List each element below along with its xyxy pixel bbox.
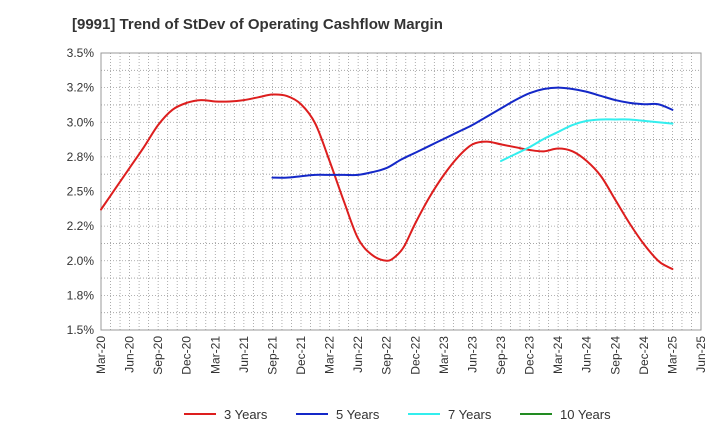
x-tick-label: Sep-22 (380, 336, 394, 375)
legend-label-5-years: 5 Years (336, 407, 380, 422)
x-tick-label: Jun-24 (580, 336, 594, 373)
x-tick-label: Dec-22 (408, 336, 422, 375)
y-tick-label: 1.8% (67, 288, 95, 302)
y-tick-label: 2.8% (67, 150, 95, 164)
legend: 3 Years 5 Years 7 Years 10 Years (184, 407, 611, 422)
x-tick-label: Mar-25 (665, 336, 679, 374)
x-axis: Mar-20 Jun-20 Sep-20 Dec-20 Mar-21 Jun-21 Sep-… (94, 336, 708, 375)
y-tick-label: 2.0% (67, 254, 95, 268)
x-tick-label: Sep-23 (494, 336, 508, 375)
x-tick-label: Mar-23 (437, 336, 451, 374)
x-tick-label: Jun-25 (694, 336, 708, 373)
y-tick-label: 3.5% (67, 46, 95, 60)
legend-label-10-years: 10 Years (560, 407, 611, 422)
x-tick-label: Sep-20 (151, 336, 165, 375)
x-tick-label: Jun-23 (465, 336, 479, 373)
x-tick-label: Mar-20 (94, 336, 108, 374)
series-line-7-years (500, 118, 674, 163)
y-tick-label: 2.2% (67, 219, 95, 233)
x-tick-label: Jun-21 (237, 336, 251, 373)
y-axis: 1.5% 1.8% 2.0% 2.2% 2.5% 2.8% 3.0% 3.2% 3.5% (67, 46, 95, 337)
plot-border (100, 52, 702, 331)
y-tick-label: 2.5% (67, 185, 95, 199)
legend-label-3-years: 3 Years (224, 407, 268, 422)
y-tick-label: 3.0% (67, 115, 95, 129)
y-tick-label: 1.5% (67, 323, 95, 337)
x-tick-label: Mar-21 (208, 336, 222, 374)
x-tick-label: Dec-24 (637, 336, 651, 375)
chart-title: [9991] Trend of StDev of Operating Cashf… (72, 16, 443, 33)
x-tick-label: Dec-21 (294, 336, 308, 375)
x-tick-label: Mar-22 (323, 336, 337, 374)
series-line-3-years (100, 93, 674, 271)
x-tick-label: Sep-21 (265, 336, 279, 375)
x-tick-label: Jun-22 (351, 336, 365, 373)
x-tick-label: Mar-24 (551, 336, 565, 374)
x-tick-label: Dec-20 (180, 336, 194, 375)
x-tick-label: Jun-20 (123, 336, 137, 373)
series-line-5-years (271, 86, 674, 179)
x-tick-label: Dec-23 (523, 336, 537, 375)
x-tick-label: Sep-24 (608, 336, 622, 375)
y-tick-label: 3.2% (67, 81, 95, 95)
grid (101, 53, 701, 330)
series-lines (100, 86, 674, 271)
legend-label-7-years: 7 Years (448, 407, 492, 422)
